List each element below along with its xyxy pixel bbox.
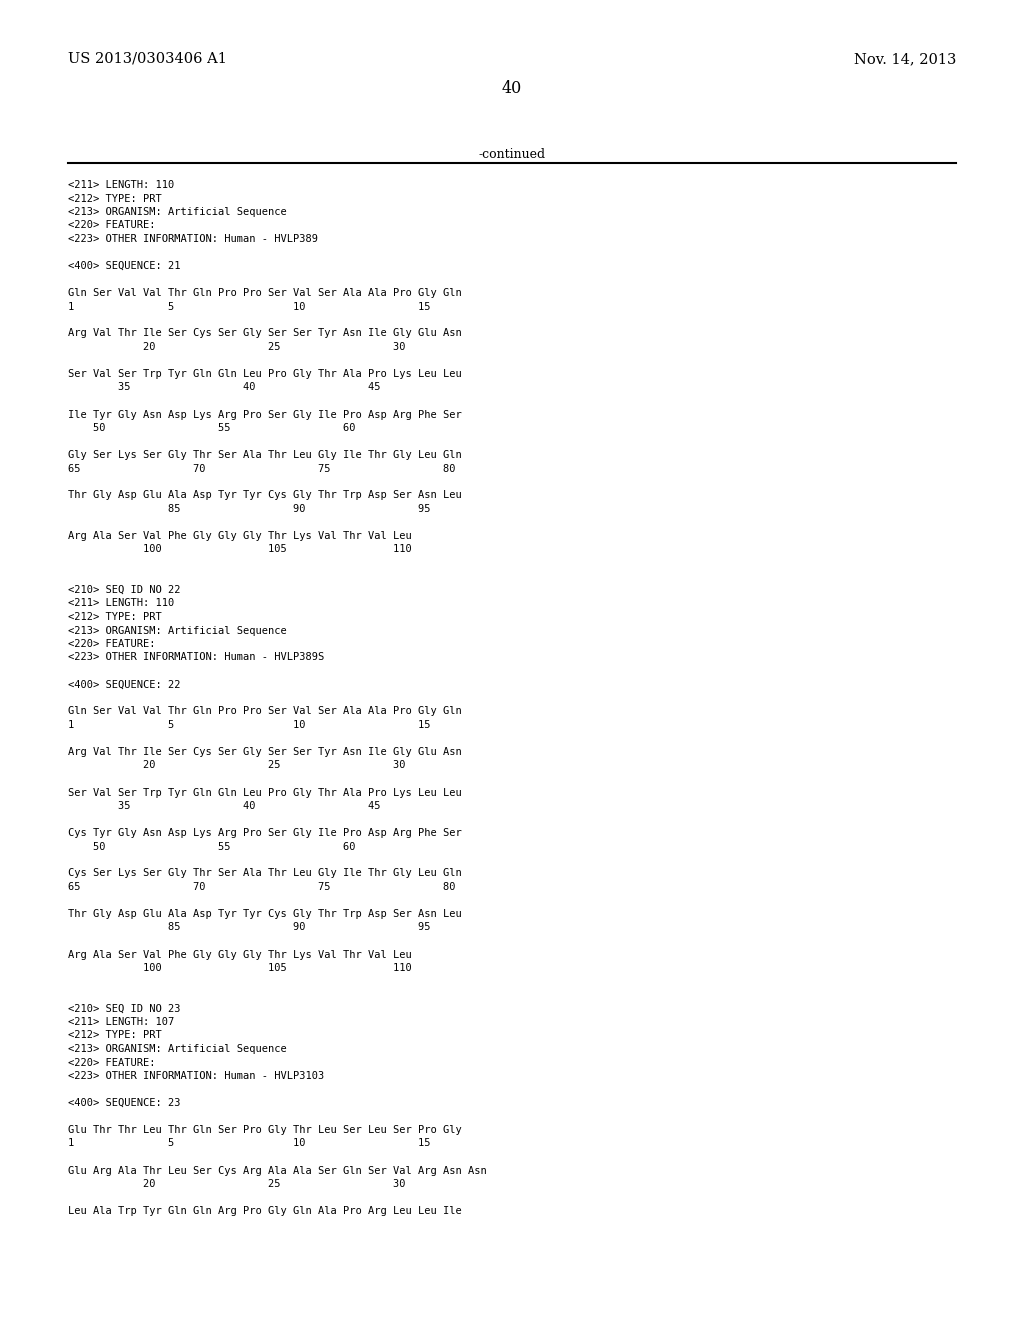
Text: 100                 105                 110: 100 105 110 bbox=[68, 964, 412, 973]
Text: 50                  55                  60: 50 55 60 bbox=[68, 842, 355, 851]
Text: <220> FEATURE:: <220> FEATURE: bbox=[68, 220, 156, 231]
Text: 1               5                   10                  15: 1 5 10 15 bbox=[68, 719, 430, 730]
Text: Glu Thr Thr Leu Thr Gln Ser Pro Gly Thr Leu Ser Leu Ser Pro Gly: Glu Thr Thr Leu Thr Gln Ser Pro Gly Thr … bbox=[68, 1125, 462, 1135]
Text: 100                 105                 110: 100 105 110 bbox=[68, 544, 412, 554]
Text: 40: 40 bbox=[502, 81, 522, 96]
Text: <211> LENGTH: 110: <211> LENGTH: 110 bbox=[68, 180, 174, 190]
Text: Thr Gly Asp Glu Ala Asp Tyr Tyr Cys Gly Thr Trp Asp Ser Asn Leu: Thr Gly Asp Glu Ala Asp Tyr Tyr Cys Gly … bbox=[68, 909, 462, 919]
Text: Thr Gly Asp Glu Ala Asp Tyr Tyr Cys Gly Thr Trp Asp Ser Asn Leu: Thr Gly Asp Glu Ala Asp Tyr Tyr Cys Gly … bbox=[68, 491, 462, 500]
Text: 20                  25                  30: 20 25 30 bbox=[68, 1179, 406, 1189]
Text: Arg Ala Ser Val Phe Gly Gly Gly Thr Lys Val Thr Val Leu: Arg Ala Ser Val Phe Gly Gly Gly Thr Lys … bbox=[68, 949, 412, 960]
Text: 50                  55                  60: 50 55 60 bbox=[68, 422, 355, 433]
Text: Cys Ser Lys Ser Gly Thr Ser Ala Thr Leu Gly Ile Thr Gly Leu Gln: Cys Ser Lys Ser Gly Thr Ser Ala Thr Leu … bbox=[68, 869, 462, 879]
Text: <212> TYPE: PRT: <212> TYPE: PRT bbox=[68, 194, 162, 203]
Text: 1               5                   10                  15: 1 5 10 15 bbox=[68, 301, 430, 312]
Text: 20                  25                  30: 20 25 30 bbox=[68, 342, 406, 352]
Text: US 2013/0303406 A1: US 2013/0303406 A1 bbox=[68, 51, 227, 66]
Text: <223> OTHER INFORMATION: Human - HVLP3103: <223> OTHER INFORMATION: Human - HVLP310… bbox=[68, 1071, 325, 1081]
Text: 65                  70                  75                  80: 65 70 75 80 bbox=[68, 463, 456, 474]
Text: Ile Tyr Gly Asn Asp Lys Arg Pro Ser Gly Ile Pro Asp Arg Phe Ser: Ile Tyr Gly Asn Asp Lys Arg Pro Ser Gly … bbox=[68, 409, 462, 420]
Text: <210> SEQ ID NO 22: <210> SEQ ID NO 22 bbox=[68, 585, 180, 595]
Text: Arg Val Thr Ile Ser Cys Ser Gly Ser Ser Tyr Asn Ile Gly Glu Asn: Arg Val Thr Ile Ser Cys Ser Gly Ser Ser … bbox=[68, 329, 462, 338]
Text: <211> LENGTH: 107: <211> LENGTH: 107 bbox=[68, 1016, 174, 1027]
Text: Cys Tyr Gly Asn Asp Lys Arg Pro Ser Gly Ile Pro Asp Arg Phe Ser: Cys Tyr Gly Asn Asp Lys Arg Pro Ser Gly … bbox=[68, 828, 462, 838]
Text: Ser Val Ser Trp Tyr Gln Gln Leu Pro Gly Thr Ala Pro Lys Leu Leu: Ser Val Ser Trp Tyr Gln Gln Leu Pro Gly … bbox=[68, 788, 462, 797]
Text: 20                  25                  30: 20 25 30 bbox=[68, 760, 406, 771]
Text: Arg Val Thr Ile Ser Cys Ser Gly Ser Ser Tyr Asn Ile Gly Glu Asn: Arg Val Thr Ile Ser Cys Ser Gly Ser Ser … bbox=[68, 747, 462, 756]
Text: <400> SEQUENCE: 23: <400> SEQUENCE: 23 bbox=[68, 1098, 180, 1107]
Text: Gly Ser Lys Ser Gly Thr Ser Ala Thr Leu Gly Ile Thr Gly Leu Gln: Gly Ser Lys Ser Gly Thr Ser Ala Thr Leu … bbox=[68, 450, 462, 459]
Text: 85                  90                  95: 85 90 95 bbox=[68, 504, 430, 513]
Text: <223> OTHER INFORMATION: Human - HVLP389S: <223> OTHER INFORMATION: Human - HVLP389… bbox=[68, 652, 325, 663]
Text: <213> ORGANISM: Artificial Sequence: <213> ORGANISM: Artificial Sequence bbox=[68, 1044, 287, 1053]
Text: Leu Ala Trp Tyr Gln Gln Arg Pro Gly Gln Ala Pro Arg Leu Leu Ile: Leu Ala Trp Tyr Gln Gln Arg Pro Gly Gln … bbox=[68, 1206, 462, 1216]
Text: <213> ORGANISM: Artificial Sequence: <213> ORGANISM: Artificial Sequence bbox=[68, 626, 287, 635]
Text: <400> SEQUENCE: 21: <400> SEQUENCE: 21 bbox=[68, 261, 180, 271]
Text: <212> TYPE: PRT: <212> TYPE: PRT bbox=[68, 1031, 162, 1040]
Text: 35                  40                  45: 35 40 45 bbox=[68, 383, 381, 392]
Text: <213> ORGANISM: Artificial Sequence: <213> ORGANISM: Artificial Sequence bbox=[68, 207, 287, 216]
Text: Arg Ala Ser Val Phe Gly Gly Gly Thr Lys Val Thr Val Leu: Arg Ala Ser Val Phe Gly Gly Gly Thr Lys … bbox=[68, 531, 412, 541]
Text: 1               5                   10                  15: 1 5 10 15 bbox=[68, 1138, 430, 1148]
Text: 35                  40                  45: 35 40 45 bbox=[68, 801, 381, 810]
Text: 65                  70                  75                  80: 65 70 75 80 bbox=[68, 882, 456, 892]
Text: Glu Arg Ala Thr Leu Ser Cys Arg Ala Ala Ser Gln Ser Val Arg Asn Asn: Glu Arg Ala Thr Leu Ser Cys Arg Ala Ala … bbox=[68, 1166, 486, 1176]
Text: <223> OTHER INFORMATION: Human - HVLP389: <223> OTHER INFORMATION: Human - HVLP389 bbox=[68, 234, 318, 244]
Text: 85                  90                  95: 85 90 95 bbox=[68, 923, 430, 932]
Text: <212> TYPE: PRT: <212> TYPE: PRT bbox=[68, 612, 162, 622]
Text: -continued: -continued bbox=[478, 148, 546, 161]
Text: Nov. 14, 2013: Nov. 14, 2013 bbox=[854, 51, 956, 66]
Text: <220> FEATURE:: <220> FEATURE: bbox=[68, 639, 156, 649]
Text: <400> SEQUENCE: 22: <400> SEQUENCE: 22 bbox=[68, 680, 180, 689]
Text: <211> LENGTH: 110: <211> LENGTH: 110 bbox=[68, 598, 174, 609]
Text: <220> FEATURE:: <220> FEATURE: bbox=[68, 1057, 156, 1068]
Text: Ser Val Ser Trp Tyr Gln Gln Leu Pro Gly Thr Ala Pro Lys Leu Leu: Ser Val Ser Trp Tyr Gln Gln Leu Pro Gly … bbox=[68, 370, 462, 379]
Text: Gln Ser Val Val Thr Gln Pro Pro Ser Val Ser Ala Ala Pro Gly Gln: Gln Ser Val Val Thr Gln Pro Pro Ser Val … bbox=[68, 288, 462, 298]
Text: <210> SEQ ID NO 23: <210> SEQ ID NO 23 bbox=[68, 1003, 180, 1014]
Text: Gln Ser Val Val Thr Gln Pro Pro Ser Val Ser Ala Ala Pro Gly Gln: Gln Ser Val Val Thr Gln Pro Pro Ser Val … bbox=[68, 706, 462, 717]
